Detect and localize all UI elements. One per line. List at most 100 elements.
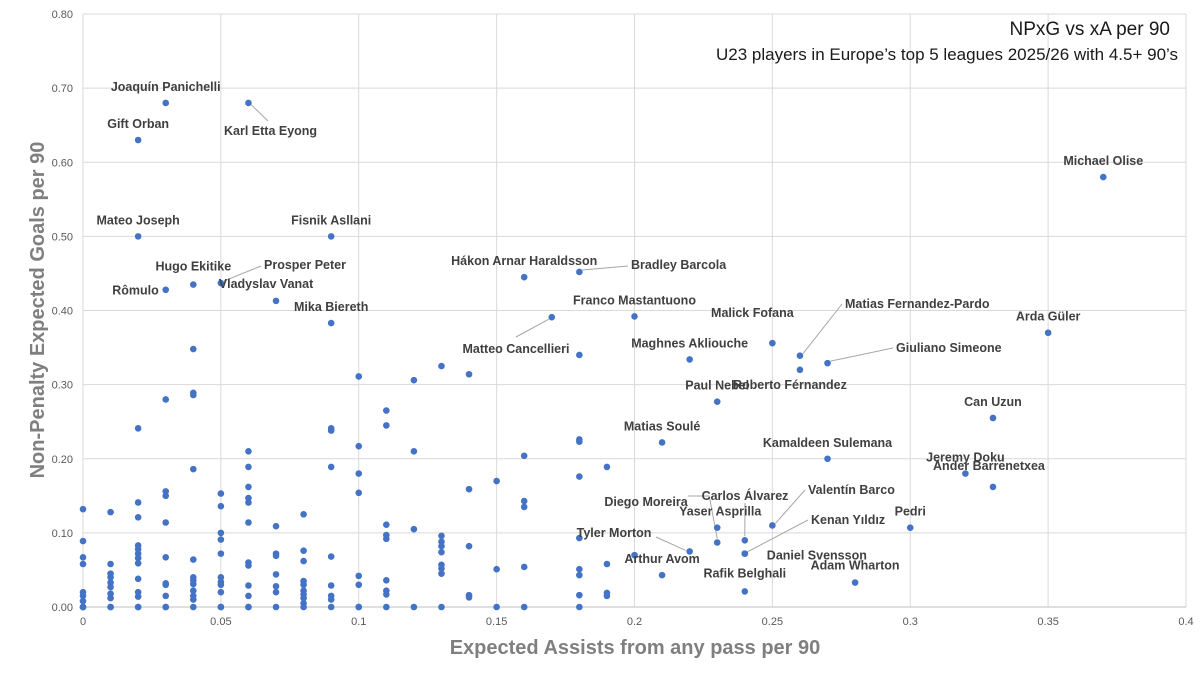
point-label: Michael Olise <box>1063 154 1143 168</box>
data-point <box>79 505 87 513</box>
chart-subtitle: U23 players in Europe’s top 5 leagues 20… <box>716 45 1178 64</box>
point-label: Vladyslav Vanat <box>219 277 314 291</box>
y-tick-label: 0.40 <box>52 306 73 318</box>
point-label: Kamaldeen Sulemana <box>763 436 893 450</box>
data-point <box>520 497 528 505</box>
y-tick-label: 0.30 <box>52 380 73 392</box>
data-point-labeled <box>741 536 749 544</box>
data-point <box>272 582 280 590</box>
data-point <box>162 603 170 611</box>
point-label: Franco Mastantuono <box>573 293 696 307</box>
data-point <box>162 592 170 600</box>
data-point <box>162 554 170 561</box>
data-point-labeled <box>162 99 170 107</box>
data-point-labeled <box>217 279 225 287</box>
data-point <box>383 422 390 429</box>
data-point-labeled <box>713 524 721 531</box>
point-label: Matias Soulé <box>624 419 700 433</box>
data-point-labeled <box>741 550 749 557</box>
data-point <box>300 511 307 518</box>
point-label: Mika Biereth <box>294 300 368 314</box>
data-point-labeled <box>686 356 693 363</box>
data-point <box>190 596 197 603</box>
leader-line <box>582 265 629 271</box>
data-point <box>410 603 418 611</box>
data-point-labeled <box>989 414 997 422</box>
point-label: Matias Fernandez-Pardo <box>845 297 990 311</box>
data-point <box>327 596 335 603</box>
data-point-labeled <box>631 313 638 320</box>
data-point <box>190 465 197 473</box>
x-tick-label: 0.25 <box>762 616 783 628</box>
leader-line <box>802 303 843 355</box>
data-point <box>79 554 87 561</box>
point-label: Giuliano Simeone <box>896 341 1002 355</box>
data-point <box>245 463 252 471</box>
data-point <box>520 452 528 460</box>
chart-title: NPxG vs xA per 90 <box>1009 19 1170 40</box>
data-point <box>107 574 114 581</box>
data-point <box>134 499 142 506</box>
data-point-labeled <box>134 136 142 144</box>
data-point <box>300 547 307 554</box>
data-point <box>465 370 473 378</box>
data-point <box>438 548 445 556</box>
data-point <box>272 588 280 596</box>
data-point <box>190 391 197 399</box>
data-point <box>134 554 142 562</box>
data-point <box>438 603 445 611</box>
point-label: Hákon Arnar Haraldsson <box>451 254 597 268</box>
data-point <box>576 591 583 599</box>
data-point <box>355 470 363 477</box>
data-point <box>300 581 307 589</box>
point-label: Prosper Peter <box>264 258 346 272</box>
data-point <box>217 550 225 557</box>
data-point <box>576 351 583 359</box>
data-point-labeled <box>906 524 914 531</box>
data-point <box>576 534 583 542</box>
point-label: Hugo Ekitike <box>155 260 231 274</box>
data-point <box>107 583 114 591</box>
data-point <box>134 559 142 567</box>
data-point <box>465 594 473 601</box>
data-point <box>493 603 500 611</box>
data-point <box>134 603 142 611</box>
data-point <box>79 592 87 600</box>
data-point <box>355 603 363 611</box>
data-point <box>327 582 335 589</box>
y-tick-label: 0.70 <box>52 83 73 95</box>
data-point-labeled <box>686 548 693 555</box>
x-axis-title: Expected Assists from any pass per 90 <box>450 637 821 659</box>
data-point <box>493 477 500 485</box>
gridlines <box>82 13 1187 608</box>
point-label: Arda Güler <box>1016 310 1081 324</box>
data-point <box>410 525 418 533</box>
leader-line <box>223 265 262 282</box>
data-point-labeled <box>796 366 804 374</box>
point-label: Karl Etta Eyong <box>224 124 317 138</box>
data-point <box>438 565 445 572</box>
data-point-labeled <box>327 319 335 327</box>
point-label: Paul Nebel <box>685 379 749 393</box>
data-point <box>520 503 528 511</box>
leader-line <box>775 489 806 524</box>
point-label: Arthur Avom <box>624 552 699 566</box>
data-point-labeled <box>162 286 170 294</box>
data-point <box>134 575 142 583</box>
data-point <box>383 407 390 414</box>
data-point <box>107 594 114 602</box>
data-point <box>162 492 170 500</box>
x-tick-label: 0.2 <box>627 616 642 628</box>
data-point-labeled <box>272 297 280 305</box>
data-point <box>355 442 363 450</box>
data-point <box>438 532 445 540</box>
data-point <box>245 603 252 611</box>
data-point <box>383 591 390 598</box>
x-tick-label: 0.15 <box>486 616 507 628</box>
data-point <box>383 521 390 529</box>
data-point <box>245 483 252 491</box>
data-point-labeled <box>989 483 997 491</box>
point-label: Ander Barrenetxea <box>933 459 1046 473</box>
data-point-labeled <box>769 339 776 347</box>
data-point <box>134 593 142 600</box>
